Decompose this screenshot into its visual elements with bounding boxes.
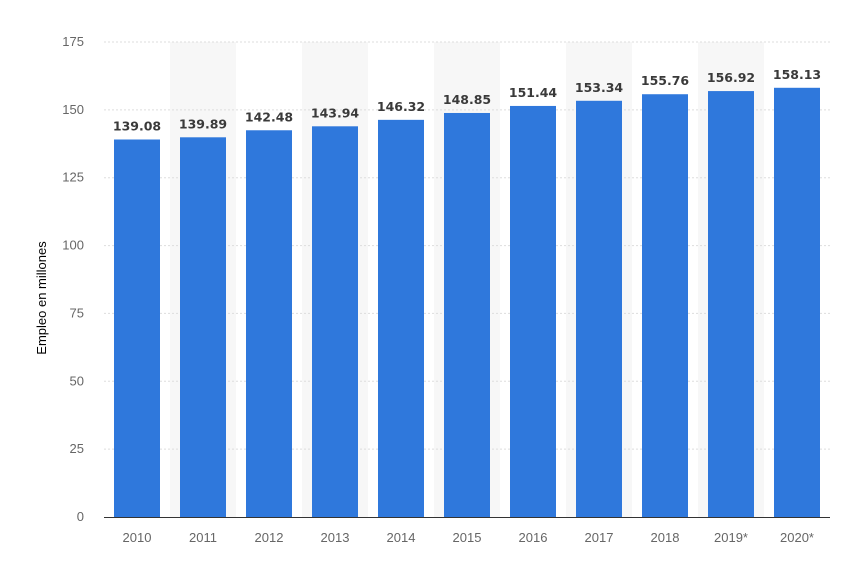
y-tick-label: 175 bbox=[62, 34, 84, 49]
data-label: 139.08 bbox=[113, 118, 161, 133]
bar bbox=[312, 126, 358, 517]
y-tick-label: 150 bbox=[62, 102, 84, 117]
bars bbox=[114, 87, 820, 518]
x-axis-ticks: 2010 2011 2012 2013 2014 2015 2016 2017 2018 2019… bbox=[123, 530, 814, 545]
x-tick-label: 2011 bbox=[189, 530, 217, 545]
data-label: 139.89 bbox=[179, 116, 227, 131]
y-axis-title: Empleo en millones bbox=[34, 241, 49, 355]
x-tick-label: 2012 bbox=[255, 530, 284, 545]
bar bbox=[576, 100, 622, 517]
x-tick-label: 2018 bbox=[651, 530, 680, 545]
x-tick-label: 2019* bbox=[714, 530, 748, 545]
bar bbox=[378, 119, 424, 518]
bar bbox=[510, 105, 556, 517]
bar bbox=[246, 130, 292, 518]
data-label: 158.13 bbox=[773, 67, 821, 82]
y-tick-label: 75 bbox=[70, 305, 84, 320]
x-tick-label: 2010 bbox=[123, 530, 152, 545]
data-label: 142.48 bbox=[245, 109, 293, 124]
x-tick-label: 2014 bbox=[387, 530, 416, 545]
y-tick-label: 50 bbox=[70, 373, 84, 388]
x-tick-label: 2015 bbox=[453, 530, 482, 545]
data-label: 146.32 bbox=[377, 99, 425, 114]
data-label: 153.34 bbox=[575, 80, 624, 95]
y-tick-label: 25 bbox=[70, 441, 84, 456]
data-label: 148.85 bbox=[443, 92, 491, 107]
y-tick-label: 125 bbox=[62, 170, 84, 185]
data-label: 156.92 bbox=[707, 70, 755, 85]
data-label: 143.94 bbox=[311, 105, 360, 120]
bar bbox=[444, 112, 490, 517]
x-tick-label: 2016 bbox=[519, 530, 548, 545]
x-tick-label: 2013 bbox=[321, 530, 350, 545]
bar bbox=[774, 87, 820, 517]
data-label: 151.44 bbox=[509, 85, 558, 100]
x-tick-label: 2020* bbox=[780, 530, 814, 545]
bar bbox=[642, 94, 688, 518]
bar bbox=[114, 139, 160, 518]
y-tick-label: 0 bbox=[77, 509, 84, 524]
y-axis-ticks: 0 25 50 75 100 125 150 175 bbox=[62, 34, 84, 524]
bar bbox=[708, 91, 754, 518]
y-tick-label: 100 bbox=[62, 238, 84, 253]
x-tick-label: 2017 bbox=[585, 530, 614, 545]
bar bbox=[180, 137, 226, 517]
data-label: 155.76 bbox=[641, 73, 690, 88]
data-labels: 139.08 139.89 142.48 143.94 146.32 148.85 151.… bbox=[113, 67, 821, 134]
